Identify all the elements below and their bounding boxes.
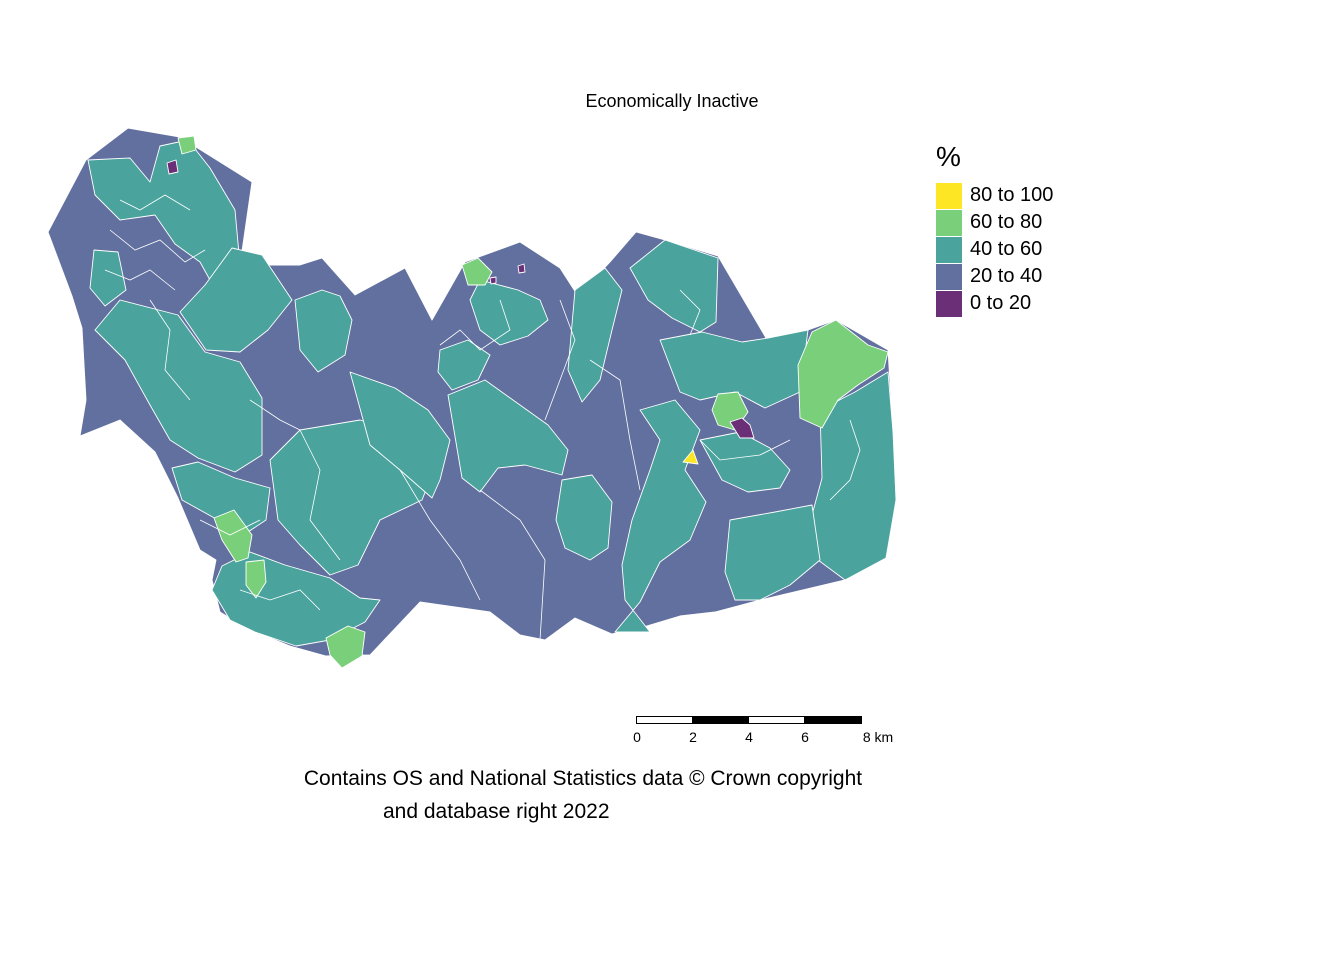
scale-segment [636, 716, 693, 724]
legend-label: 40 to 60 [970, 238, 1043, 260]
map-region [349, 371, 451, 499]
scale-tick: 6 [801, 729, 809, 745]
map-region [245, 559, 267, 599]
map-region [177, 135, 197, 155]
legend-title: % [936, 141, 961, 172]
scale-segment [692, 716, 749, 724]
legend-swatch [936, 182, 962, 209]
legend-item: 0 to 20 [936, 290, 1053, 317]
map-region [89, 249, 127, 307]
map-region [811, 371, 897, 581]
map-region [469, 279, 549, 346]
legend-label: 60 to 80 [970, 211, 1043, 233]
scale-bar: 0 2 4 6 8 km [633, 716, 906, 750]
map-region [729, 417, 755, 439]
scale-tick: 8 km [862, 729, 894, 745]
map-region [294, 289, 353, 373]
map-region [461, 257, 493, 286]
legend-swatch [936, 263, 962, 290]
legend-swatch [936, 290, 962, 317]
scale-segment [804, 716, 862, 724]
map-region [213, 509, 253, 563]
map-title: Economically Inactive [585, 91, 759, 111]
legend-swatch [936, 209, 962, 236]
map-region [724, 504, 821, 601]
map-region [682, 449, 699, 465]
map-boundaries [104, 194, 861, 641]
attribution-line: Contains OS and National Statistics data… [303, 767, 863, 790]
scale-tick: 2 [689, 729, 697, 745]
legend-item: 60 to 80 [936, 209, 1053, 236]
map-region [567, 267, 623, 403]
legend-label: 80 to 100 [970, 184, 1054, 206]
map-region [447, 379, 569, 493]
legend-item: 80 to 100 [936, 182, 1053, 209]
map-region [171, 461, 271, 533]
attribution-caption: Contains OS and National Statistics data… [280, 762, 886, 828]
attribution-line: and database right 2022 [383, 800, 610, 823]
map-legend: % 80 to 100 60 to 80 40 to 60 20 to 40 0 to … [936, 140, 1053, 317]
map-region [489, 276, 497, 285]
scale-segment [748, 716, 805, 724]
map-region [555, 474, 613, 561]
map-region [517, 263, 526, 274]
legend-label: 20 to 40 [970, 265, 1043, 287]
scale-tick: 4 [745, 729, 753, 745]
legend-item: 20 to 40 [936, 263, 1053, 290]
map-region [325, 625, 366, 669]
legend-swatch [936, 236, 962, 263]
map-region [166, 159, 179, 175]
legend-items: 80 to 100 60 to 80 40 to 60 20 to 40 0 to 20 [936, 182, 1053, 317]
map-region [629, 239, 719, 333]
map-region [179, 247, 293, 353]
legend-label: 0 to 20 [970, 292, 1032, 314]
scale-tick: 0 [633, 729, 641, 745]
map-region [797, 319, 889, 429]
legend-item: 40 to 60 [936, 236, 1053, 263]
map-region [437, 339, 491, 391]
